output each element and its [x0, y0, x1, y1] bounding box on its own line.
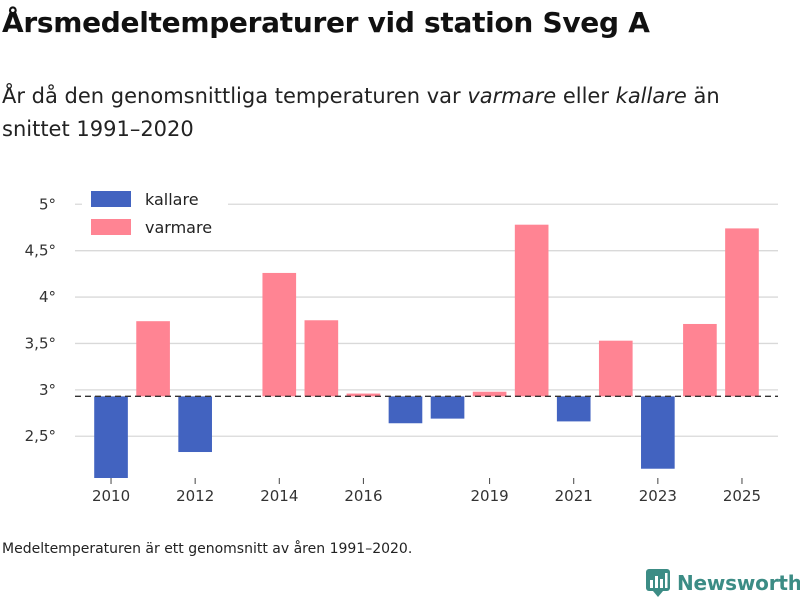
legend-swatch-warmer [91, 219, 131, 235]
bar-chart: 2,5° 3° 3,5° 4° 4,5° 5° 2010 2012 2014 2016 2019 20… [24, 190, 778, 505]
x-tick-label: 2012 [176, 487, 214, 505]
x-tick-label: 2016 [344, 487, 382, 505]
bar [556, 396, 591, 422]
bar [641, 396, 675, 469]
x-tick-label: 2010 [92, 487, 130, 505]
bar [725, 228, 759, 397]
subtitle-part-2: eller [556, 84, 616, 108]
bar [178, 396, 212, 453]
brand-logo[interactable]: Newsworthy [645, 568, 800, 598]
x-tick-label: 2021 [555, 487, 593, 505]
y-tick-label: 4° [39, 288, 56, 306]
bar [388, 396, 423, 424]
bar [683, 323, 717, 397]
x-tick-label: 2019 [471, 487, 509, 505]
y-tick-label: 3° [39, 381, 56, 399]
legend-label-warmer: varmare [145, 218, 212, 237]
bar [94, 396, 128, 478]
legend-label-colder: kallare [145, 190, 199, 209]
subtitle-part-3: än snittet 1991–2020 [2, 84, 720, 141]
footnote: Medeltemperaturen är ett genomsnitt av å… [2, 541, 413, 557]
y-tick-label: 2,5° [25, 427, 56, 445]
bar [514, 224, 549, 397]
bar [430, 396, 465, 419]
y-tick-label: 4,5° [25, 242, 56, 260]
bar [598, 340, 633, 397]
bar [346, 393, 381, 397]
subtitle-warm-word: varmare [467, 84, 557, 108]
bar [262, 272, 297, 397]
y-tick-label: 5° [39, 195, 56, 213]
legend-swatch-colder [91, 191, 131, 207]
x-tick-label: 2023 [639, 487, 677, 505]
newsworthy-logo-icon [646, 569, 670, 597]
chart-title: Årsmedeltemperaturer vid station Sveg A [2, 6, 650, 39]
brand-name: Newsworthy [677, 571, 800, 595]
subtitle-cold-word: kallare [615, 84, 687, 108]
subtitle-part-1: År då den genomsnittliga temperaturen va… [2, 84, 468, 108]
bar [472, 391, 507, 397]
y-tick-label: 3,5° [25, 334, 56, 352]
bar [136, 321, 170, 397]
x-tick-label: 2025 [723, 487, 761, 505]
bar [304, 320, 339, 397]
x-tick-label: 2014 [260, 487, 298, 505]
chart-subtitle: År då den genomsnittliga temperaturen va… [2, 80, 792, 146]
